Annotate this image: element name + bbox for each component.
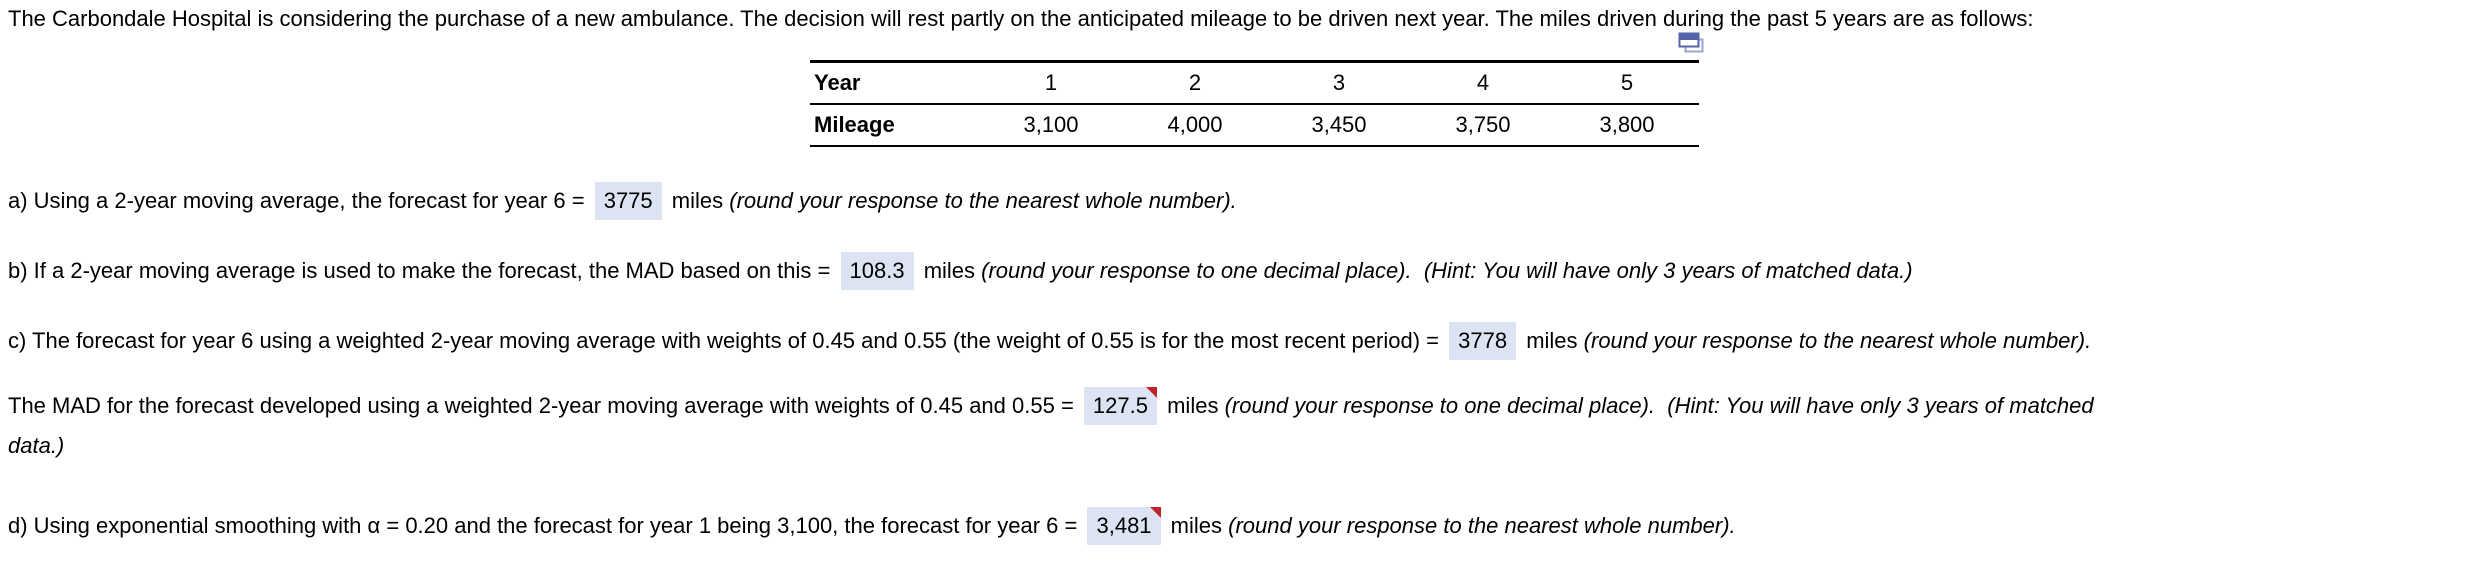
answer-field-d[interactable]: 3,481 xyxy=(1087,507,1161,545)
question-b-note: (round your response to one decimal plac… xyxy=(981,258,1913,283)
copy-icon-graphic xyxy=(1678,32,1704,53)
answer-weighted-mad-value: 127.5 xyxy=(1092,393,1148,418)
mileage-row-label: Mileage xyxy=(810,104,979,147)
red-corner-flag-icon xyxy=(1145,387,1157,398)
question-a-units: miles xyxy=(671,188,724,213)
copy-table-icon[interactable] xyxy=(1676,30,1706,63)
year-cell-1: 1 xyxy=(979,60,1123,105)
question-b-units: miles xyxy=(923,258,976,283)
mileage-cell-2: 4,000 xyxy=(1123,104,1267,147)
question-d-units: miles xyxy=(1170,513,1223,538)
question-b: b) If a 2-year moving average is used to… xyxy=(8,252,1913,290)
question-c-units: miles xyxy=(1526,328,1578,353)
question-d-text: d) Using exponential smoothing with α = … xyxy=(8,513,1078,538)
answer-field-c[interactable]: 3778 xyxy=(1449,322,1517,360)
year-cell-2: 2 xyxy=(1123,60,1267,105)
question-c-text: c) The forecast for year 6 using a weigh… xyxy=(8,328,1439,353)
answer-field-b[interactable]: 108.3 xyxy=(840,252,914,290)
answer-c-value: 3778 xyxy=(1458,328,1508,353)
mileage-table: Year 1 2 3 4 5 Mileage 3,100 4,000 3,450… xyxy=(810,60,1699,147)
red-corner-flag-icon xyxy=(1149,507,1161,518)
table-row-year: Year 1 2 3 4 5 xyxy=(810,60,1699,105)
question-weighted-mad-note: (round your response to one decimal plac… xyxy=(1224,393,2094,418)
year-cell-4: 4 xyxy=(1411,60,1555,105)
answer-field-weighted-mad[interactable]: 127.5 xyxy=(1083,387,1157,425)
mileage-cell-4: 3,750 xyxy=(1411,104,1555,147)
question-b-text: b) If a 2-year moving average is used to… xyxy=(8,258,831,283)
question-a: a) Using a 2-year moving average, the fo… xyxy=(8,182,1237,220)
question-weighted-mad-units: miles xyxy=(1167,393,1219,418)
answer-field-a[interactable]: 3775 xyxy=(594,182,662,220)
mileage-cell-3: 3,450 xyxy=(1267,104,1411,147)
question-a-text: a) Using a 2-year moving average, the fo… xyxy=(8,188,585,213)
answer-d-value: 3,481 xyxy=(1096,513,1152,538)
year-row-label: Year xyxy=(810,60,979,105)
question-c: c) The forecast for year 6 using a weigh… xyxy=(8,322,2091,360)
mileage-cell-5: 3,800 xyxy=(1555,104,1699,147)
question-weighted-mad-note-continued: data.) xyxy=(8,433,65,458)
table-row-mileage: Mileage 3,100 4,000 3,450 3,750 3,800 xyxy=(810,104,1699,147)
question-weighted-mad-text: The MAD for the forecast developed using… xyxy=(8,393,1074,418)
year-cell-3: 3 xyxy=(1267,60,1411,105)
problem-statement: The Carbondale Hospital is considering t… xyxy=(8,6,2034,31)
question-c-note: (round your response to the nearest whol… xyxy=(1583,328,2092,353)
mileage-cell-1: 3,100 xyxy=(979,104,1123,147)
question-d: d) Using exponential smoothing with α = … xyxy=(8,507,1736,545)
year-cell-5: 5 xyxy=(1555,60,1699,105)
question-d-note: (round your response to the nearest whol… xyxy=(1228,513,1736,538)
question-weighted-mad: The MAD for the forecast developed using… xyxy=(8,387,2094,425)
answer-a-value: 3775 xyxy=(603,188,653,213)
answer-b-value: 108.3 xyxy=(849,258,905,283)
question-a-note: (round your response to the nearest whol… xyxy=(729,188,1237,213)
